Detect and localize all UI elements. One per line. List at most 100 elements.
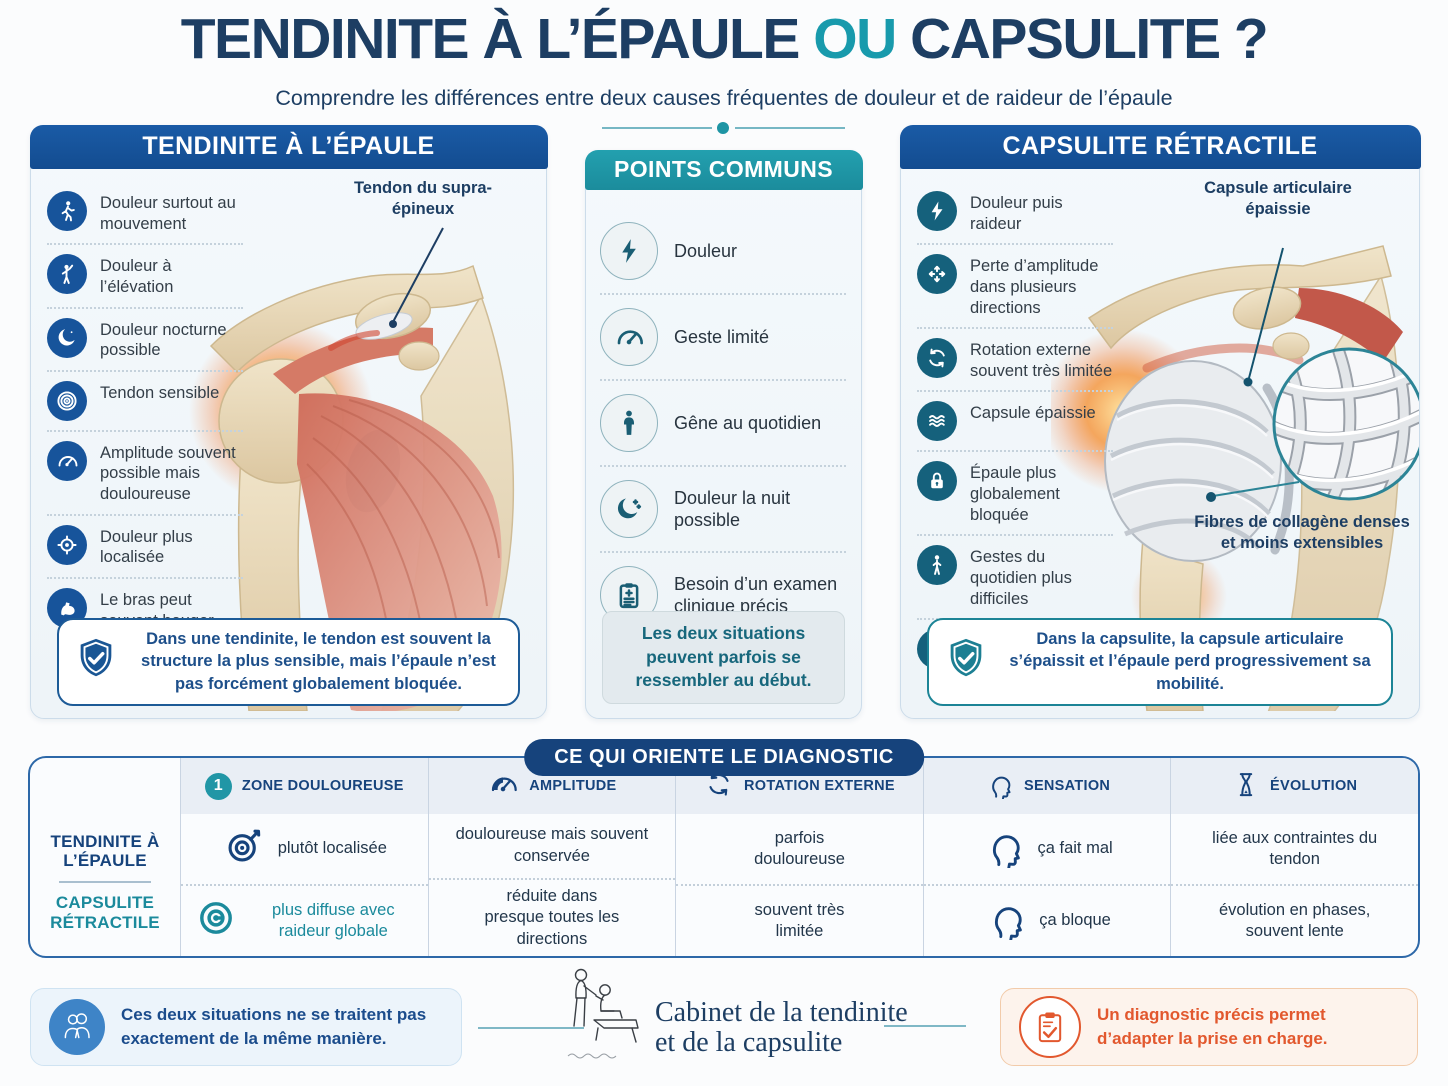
tendon-annotation: Tendon du supra-épineux [353, 179, 493, 218]
waves-icon [917, 401, 957, 442]
column-amplitude: AMPLITUDE douloureuse mais souvent conse… [427, 758, 676, 956]
divider-line [735, 127, 845, 129]
footer-divider-line [884, 1025, 966, 1027]
head-profile-icon [984, 769, 1014, 803]
column-header-label: ZONE DOULOUREUSE [241, 778, 404, 794]
list-item-label: Douleur à l’élévation [100, 257, 174, 296]
list-item-label: Tendon sensible [100, 383, 220, 402]
list-item: Geste limité [600, 293, 846, 379]
person-icon [600, 394, 658, 452]
cell-tendinite-zone: plutôt localisée [181, 814, 428, 886]
list-item-label: Douleur surtout au mouvement [100, 194, 236, 233]
list-item-label: Douleur plus localisée [100, 527, 193, 567]
list-item-label: Douleur la nuit possible [674, 487, 791, 531]
list-item-label: Geste limité [674, 326, 770, 347]
page-title: TENDINITE À L’ÉPAULE OU CAPSULITE ? [0, 7, 1448, 71]
list-item: Rotation externe souvent très limitée [917, 327, 1113, 390]
page-subtitle: Comprendre les différences entre deux ca… [275, 86, 1173, 110]
collagen-annotation: Fibres de collagène denses et moins exte… [1194, 513, 1410, 552]
dart-target-icon [222, 824, 266, 874]
list-item: Douleur puis raideur [917, 182, 1113, 243]
cell-text: ça fait mal [1037, 839, 1113, 858]
row-label-tendinite: TENDINITE À L’ÉPAULE [50, 831, 160, 871]
title-ou: OU [813, 7, 897, 71]
diagnostic-row-labels: TENDINITE À L’ÉPAULE CAPSULITE RÉTRACTIL… [30, 758, 180, 956]
column-zone-douloureuse: 1 ZONE DOULOUREUSE plutôt localisée plus… [180, 758, 428, 956]
points-communs-list: Douleur Geste limité Gêne au quotidien D… [600, 209, 846, 637]
person-icon [917, 545, 957, 586]
cell-tendinite-sensation: ça fait mal [923, 814, 1171, 886]
row-label-capsulite: CAPSULITE RÉTRACTILE [50, 893, 160, 932]
diagnostic-title: CE QUI ORIENTE LE DIAGNOSTIC [524, 739, 924, 776]
walking-icon [47, 191, 87, 231]
list-item: Épaule plus globalement bloquée [917, 450, 1113, 534]
arm-raised-icon [47, 254, 87, 295]
rotation-icon [917, 338, 957, 379]
crosshair-icon [47, 524, 87, 565]
shield-check-icon [73, 636, 119, 687]
capsulite-note: Dans la capsulite, la capsule articulair… [927, 617, 1393, 706]
gauge-icon [487, 768, 519, 804]
list-item: Douleur [600, 209, 846, 293]
cell-text: douloureuse mais souvent conservée [455, 825, 649, 865]
list-item: Douleur la nuit possible [600, 465, 846, 551]
list-item: Douleur nocturne possible [47, 306, 243, 370]
hourglass-icon [1232, 770, 1260, 802]
list-item-label: Gestes du quotidien plus difficiles [970, 548, 1072, 608]
column-header-label: ROTATION EXTERNE [744, 778, 895, 794]
bolt-icon [600, 222, 658, 280]
cell-text: parfois douloureuse [754, 828, 845, 868]
brand-line2: et de la capsulite [655, 1027, 843, 1059]
list-item-label: Épaule plus globalement bloquée [970, 464, 1060, 524]
brand-logo-text: Cabinet de la tendinite et de la capsuli… [655, 997, 908, 1059]
tendinite-note: Dans une tendinite, le tendon est souven… [57, 617, 520, 706]
bolt-icon [917, 191, 957, 231]
list-item: Gêne au quotidien [600, 379, 846, 465]
cell-text: souvent très limitée [754, 900, 845, 940]
list-item-label: Gêne au quotidien [674, 412, 822, 433]
tendinite-symptom-list: Douleur surtout au mouvement Douleur à l… [47, 182, 243, 661]
moon-icon [47, 317, 87, 358]
cell-capsulite-zone: plus diffuse avec raideur globale [181, 886, 428, 956]
column-rotation-externe: ROTATION EXTERNE parfois douloureuse sou… [675, 758, 923, 956]
list-item-label: Douleur puis raideur [970, 194, 1063, 233]
list-item: Capsule épaissie [917, 390, 1113, 450]
column-header-label: SENSATION [1023, 778, 1111, 794]
divider-dot [717, 122, 729, 134]
points-communs-note: Les deux situations peuvent parfois se r… [602, 611, 845, 704]
cell-text: réduite dans presque toutes les directio… [484, 886, 620, 948]
list-item: Amplitude souvent possible mais douloure… [47, 429, 243, 514]
brand-line1: Cabinet de la tendinite [655, 997, 908, 1028]
column-evolution: ÉVOLUTION liée aux contraintes du tendon… [1170, 758, 1418, 956]
cell-capsulite-sensation: ça bloque [924, 886, 1171, 956]
divider-line [602, 127, 712, 129]
note-text: Dans une tendinite, le tendon est souven… [141, 629, 496, 694]
list-item-label: Douleur [674, 240, 738, 261]
capsulite-card-header: CAPSULITE RÉTRACTILE [899, 124, 1421, 169]
diagnostic-table: TENDINITE À L’ÉPAULE CAPSULITE RÉTRACTIL… [28, 756, 1420, 958]
people-icon [49, 999, 105, 1055]
shield-check-icon [943, 636, 989, 687]
list-item-label: Rotation externe souvent très limitée [970, 341, 1113, 380]
list-item-label: Besoin d’un examen clinique précis [674, 573, 838, 617]
list-item-label: Perte d’amplitude dans plusieurs directi… [970, 257, 1099, 317]
column-sensation: SENSATION ça fait mal ça bloque [922, 758, 1171, 956]
capsulite-shoulder-illustration [1051, 245, 1419, 711]
title-part2: CAPSULITE ? [895, 7, 1269, 71]
list-item-label: Amplitude souvent possible mais douloure… [100, 443, 236, 503]
column-header: ÉVOLUTION [1171, 758, 1418, 814]
list-item-label: Capsule épaissie [970, 404, 1096, 423]
cell-capsulite-rotation: souvent très limitée [676, 886, 923, 956]
footer-divider-line [478, 1027, 584, 1029]
clipboard-check-icon [1019, 996, 1081, 1058]
capsule-annotation: Capsule articulaire épaissie [1204, 179, 1352, 218]
column-header: 1 ZONE DOULOUREUSE [181, 758, 428, 814]
capsulite-symptom-list: Douleur puis raideur Perte d’amplitude d… [917, 182, 1113, 681]
tendinite-card: TENDINITE À L’ÉPAULE [29, 124, 548, 719]
cell-capsulite-amplitude: réduite dans presque toutes les directio… [429, 880, 676, 956]
cell-text: évolution en phases, souvent lente [1218, 900, 1371, 940]
arrows-cross-icon [917, 254, 957, 295]
row-label-divider [59, 881, 151, 883]
gauge-icon [47, 440, 87, 481]
